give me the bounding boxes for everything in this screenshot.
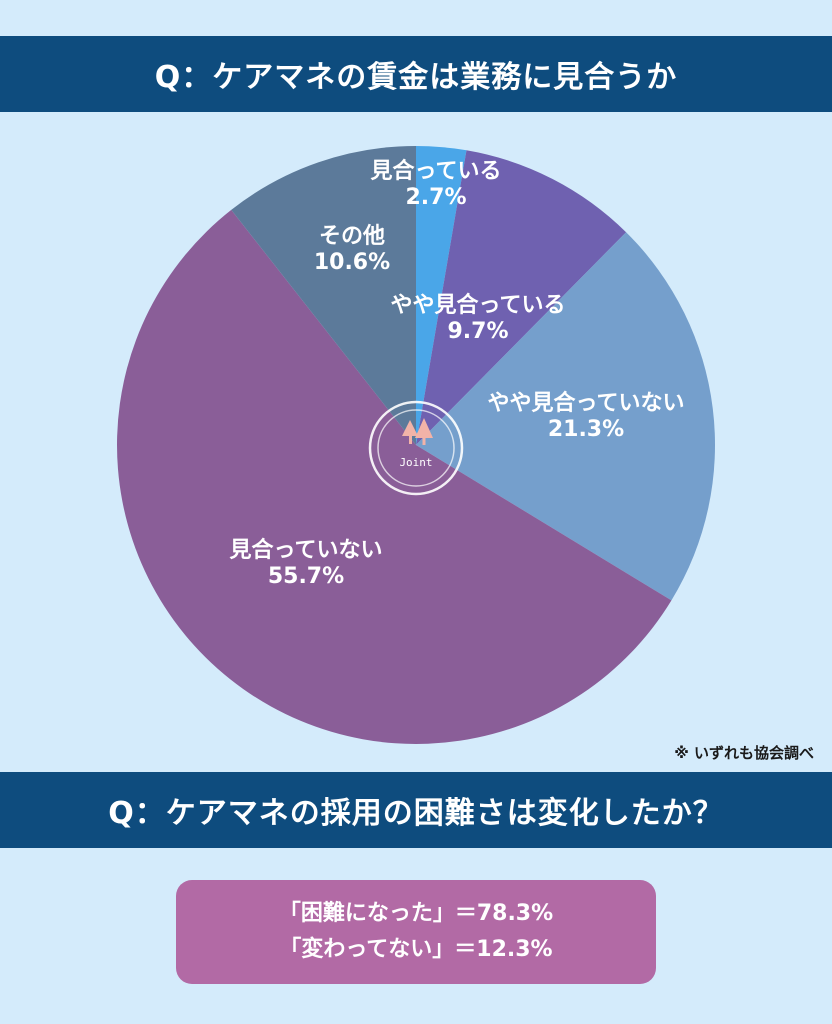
pie-slice — [231, 146, 416, 445]
slice-label: やや見合っている — [391, 292, 566, 318]
pie-slices — [117, 146, 716, 744]
result-box: 「困難になった」＝78.3% 「変わってない」＝12.3% — [176, 880, 656, 984]
slice-label: その他 — [319, 224, 385, 249]
result-line-1: 「困難になった」＝78.3% — [278, 901, 554, 926]
question-2-title: Q：ケアマネの採用の困難さは変化したか？ — [108, 796, 724, 831]
question-1-title: Q：ケアマネの賃金は業務に見合うか — [154, 60, 678, 95]
slice-value-label: 2.7% — [405, 185, 466, 210]
pie-slice — [416, 146, 467, 445]
slice-label: 見合っていない — [230, 537, 383, 563]
slice-label: 見合っている — [371, 158, 502, 184]
slice-value-label: 21.3% — [548, 417, 624, 442]
source-note: ※ いずれも協会調べ — [674, 744, 814, 762]
pie-slice — [416, 232, 716, 601]
slice-value-label: 9.7% — [447, 319, 508, 344]
question-banner-1: Q：ケアマネの賃金は業務に見合うか — [0, 36, 832, 112]
trees-icon — [402, 418, 433, 445]
result-line-2: 「変わってない」＝12.3% — [279, 937, 553, 962]
slice-value-label: 10.6% — [314, 250, 390, 275]
question-banner-2: Q：ケアマネの採用の困難さは変化したか？ — [0, 772, 832, 848]
pie-slice — [117, 209, 672, 744]
slice-label: やや見合っていない — [488, 390, 685, 416]
logo-text: Joint — [399, 456, 432, 469]
pie-slice — [416, 150, 627, 446]
slice-value-label: 55.7% — [268, 564, 344, 589]
joint-logo: Joint — [368, 400, 464, 496]
